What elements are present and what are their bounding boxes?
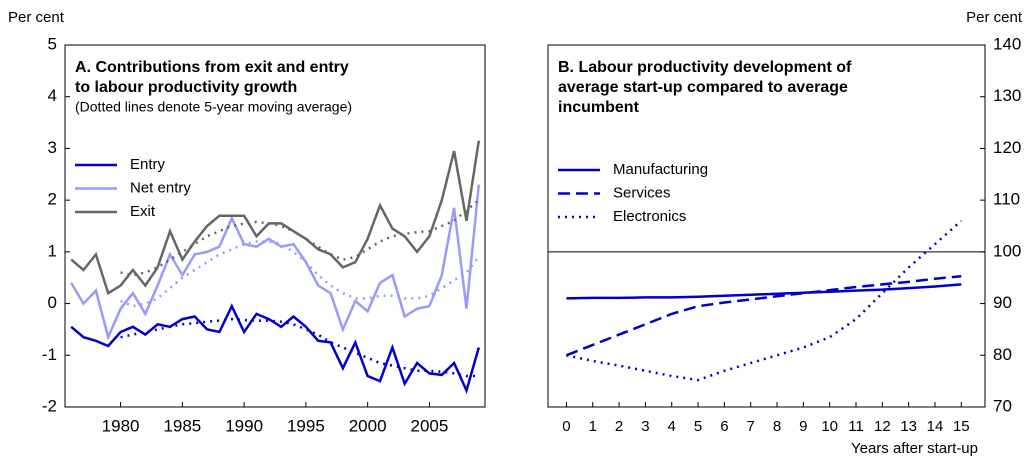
x-tick-label: 14 bbox=[927, 418, 944, 435]
x-tick-label: 1995 bbox=[287, 416, 325, 435]
x-tick-label: 15 bbox=[953, 418, 970, 435]
y-axis-label: Per cent bbox=[8, 9, 65, 26]
x-tick-label: 9 bbox=[799, 418, 807, 435]
chart-title: A. Contributions from exit and entry bbox=[75, 59, 349, 76]
series-line bbox=[566, 219, 963, 382]
series-line bbox=[120, 240, 480, 308]
x-tick-label: 11 bbox=[848, 418, 864, 435]
x-tick-label: 10 bbox=[821, 418, 838, 435]
y-tick-label: 2 bbox=[48, 190, 57, 209]
y-tick-label: 130 bbox=[993, 86, 1021, 105]
x-tick-label: 1990 bbox=[225, 416, 263, 435]
y-tick-label: 140 bbox=[993, 34, 1021, 53]
y-tick-label: 90 bbox=[993, 293, 1012, 312]
y-tick-label: -1 bbox=[42, 345, 57, 364]
y-tick-label: -2 bbox=[42, 396, 57, 415]
chart-title: incumbent bbox=[558, 99, 640, 116]
y-tick-label: 100 bbox=[993, 241, 1021, 260]
x-tick-label: 2 bbox=[615, 418, 623, 435]
x-tick-label: 1980 bbox=[102, 416, 140, 435]
x-tick-label: 3 bbox=[641, 418, 649, 435]
plot-frame bbox=[547, 44, 986, 408]
y-tick-label: 5 bbox=[48, 34, 57, 53]
legend-label: Services bbox=[613, 184, 671, 201]
x-tick-label: 6 bbox=[720, 418, 728, 435]
x-tick-label: 2000 bbox=[349, 416, 387, 435]
x-tick-label: 12 bbox=[874, 418, 891, 435]
x-tick-label: 8 bbox=[773, 418, 781, 435]
x-tick-label: 4 bbox=[668, 418, 676, 435]
y-tick-label: 70 bbox=[993, 396, 1012, 415]
legend-label: Exit bbox=[130, 203, 156, 220]
chart-subtitle: (Dotted lines denote 5-year moving avera… bbox=[75, 99, 352, 115]
chart-title: average start-up compared to average bbox=[558, 79, 848, 96]
y-tick-label: 80 bbox=[993, 345, 1012, 364]
x-axis-label: Years after start-up bbox=[851, 440, 978, 457]
y-tick-label: 0 bbox=[48, 293, 57, 312]
legend-label: Manufacturing bbox=[613, 161, 708, 178]
y-tick-label: 3 bbox=[48, 138, 57, 157]
y-tick-label: 120 bbox=[993, 138, 1021, 157]
plot-frame bbox=[64, 44, 486, 408]
x-tick-label: 1985 bbox=[163, 416, 201, 435]
x-tick-label: 13 bbox=[900, 418, 917, 435]
chart-title: to labour productivity growth bbox=[75, 79, 297, 96]
x-tick-label: 0 bbox=[562, 418, 570, 435]
x-tick-label: 1 bbox=[589, 418, 597, 435]
series-line bbox=[70, 140, 481, 296]
y-tick-label: 1 bbox=[48, 241, 57, 260]
chart-title: B. Labour productivity development of bbox=[558, 59, 852, 76]
y-tick-label: 110 bbox=[993, 190, 1020, 209]
legend-label: Entry bbox=[130, 156, 166, 173]
legend-label: Net entry bbox=[130, 179, 191, 196]
legend-label: Electronics bbox=[613, 208, 686, 225]
y-tick-label: 4 bbox=[48, 86, 57, 105]
x-tick-label: 7 bbox=[747, 418, 755, 435]
series-line bbox=[70, 303, 481, 395]
series-line bbox=[565, 274, 962, 357]
x-tick-label: 2005 bbox=[410, 416, 448, 435]
x-tick-label: 5 bbox=[694, 418, 702, 435]
y-axis-label: Per cent bbox=[966, 9, 1023, 26]
series-line bbox=[120, 317, 479, 378]
series-line bbox=[70, 184, 481, 341]
series-line bbox=[566, 283, 962, 300]
